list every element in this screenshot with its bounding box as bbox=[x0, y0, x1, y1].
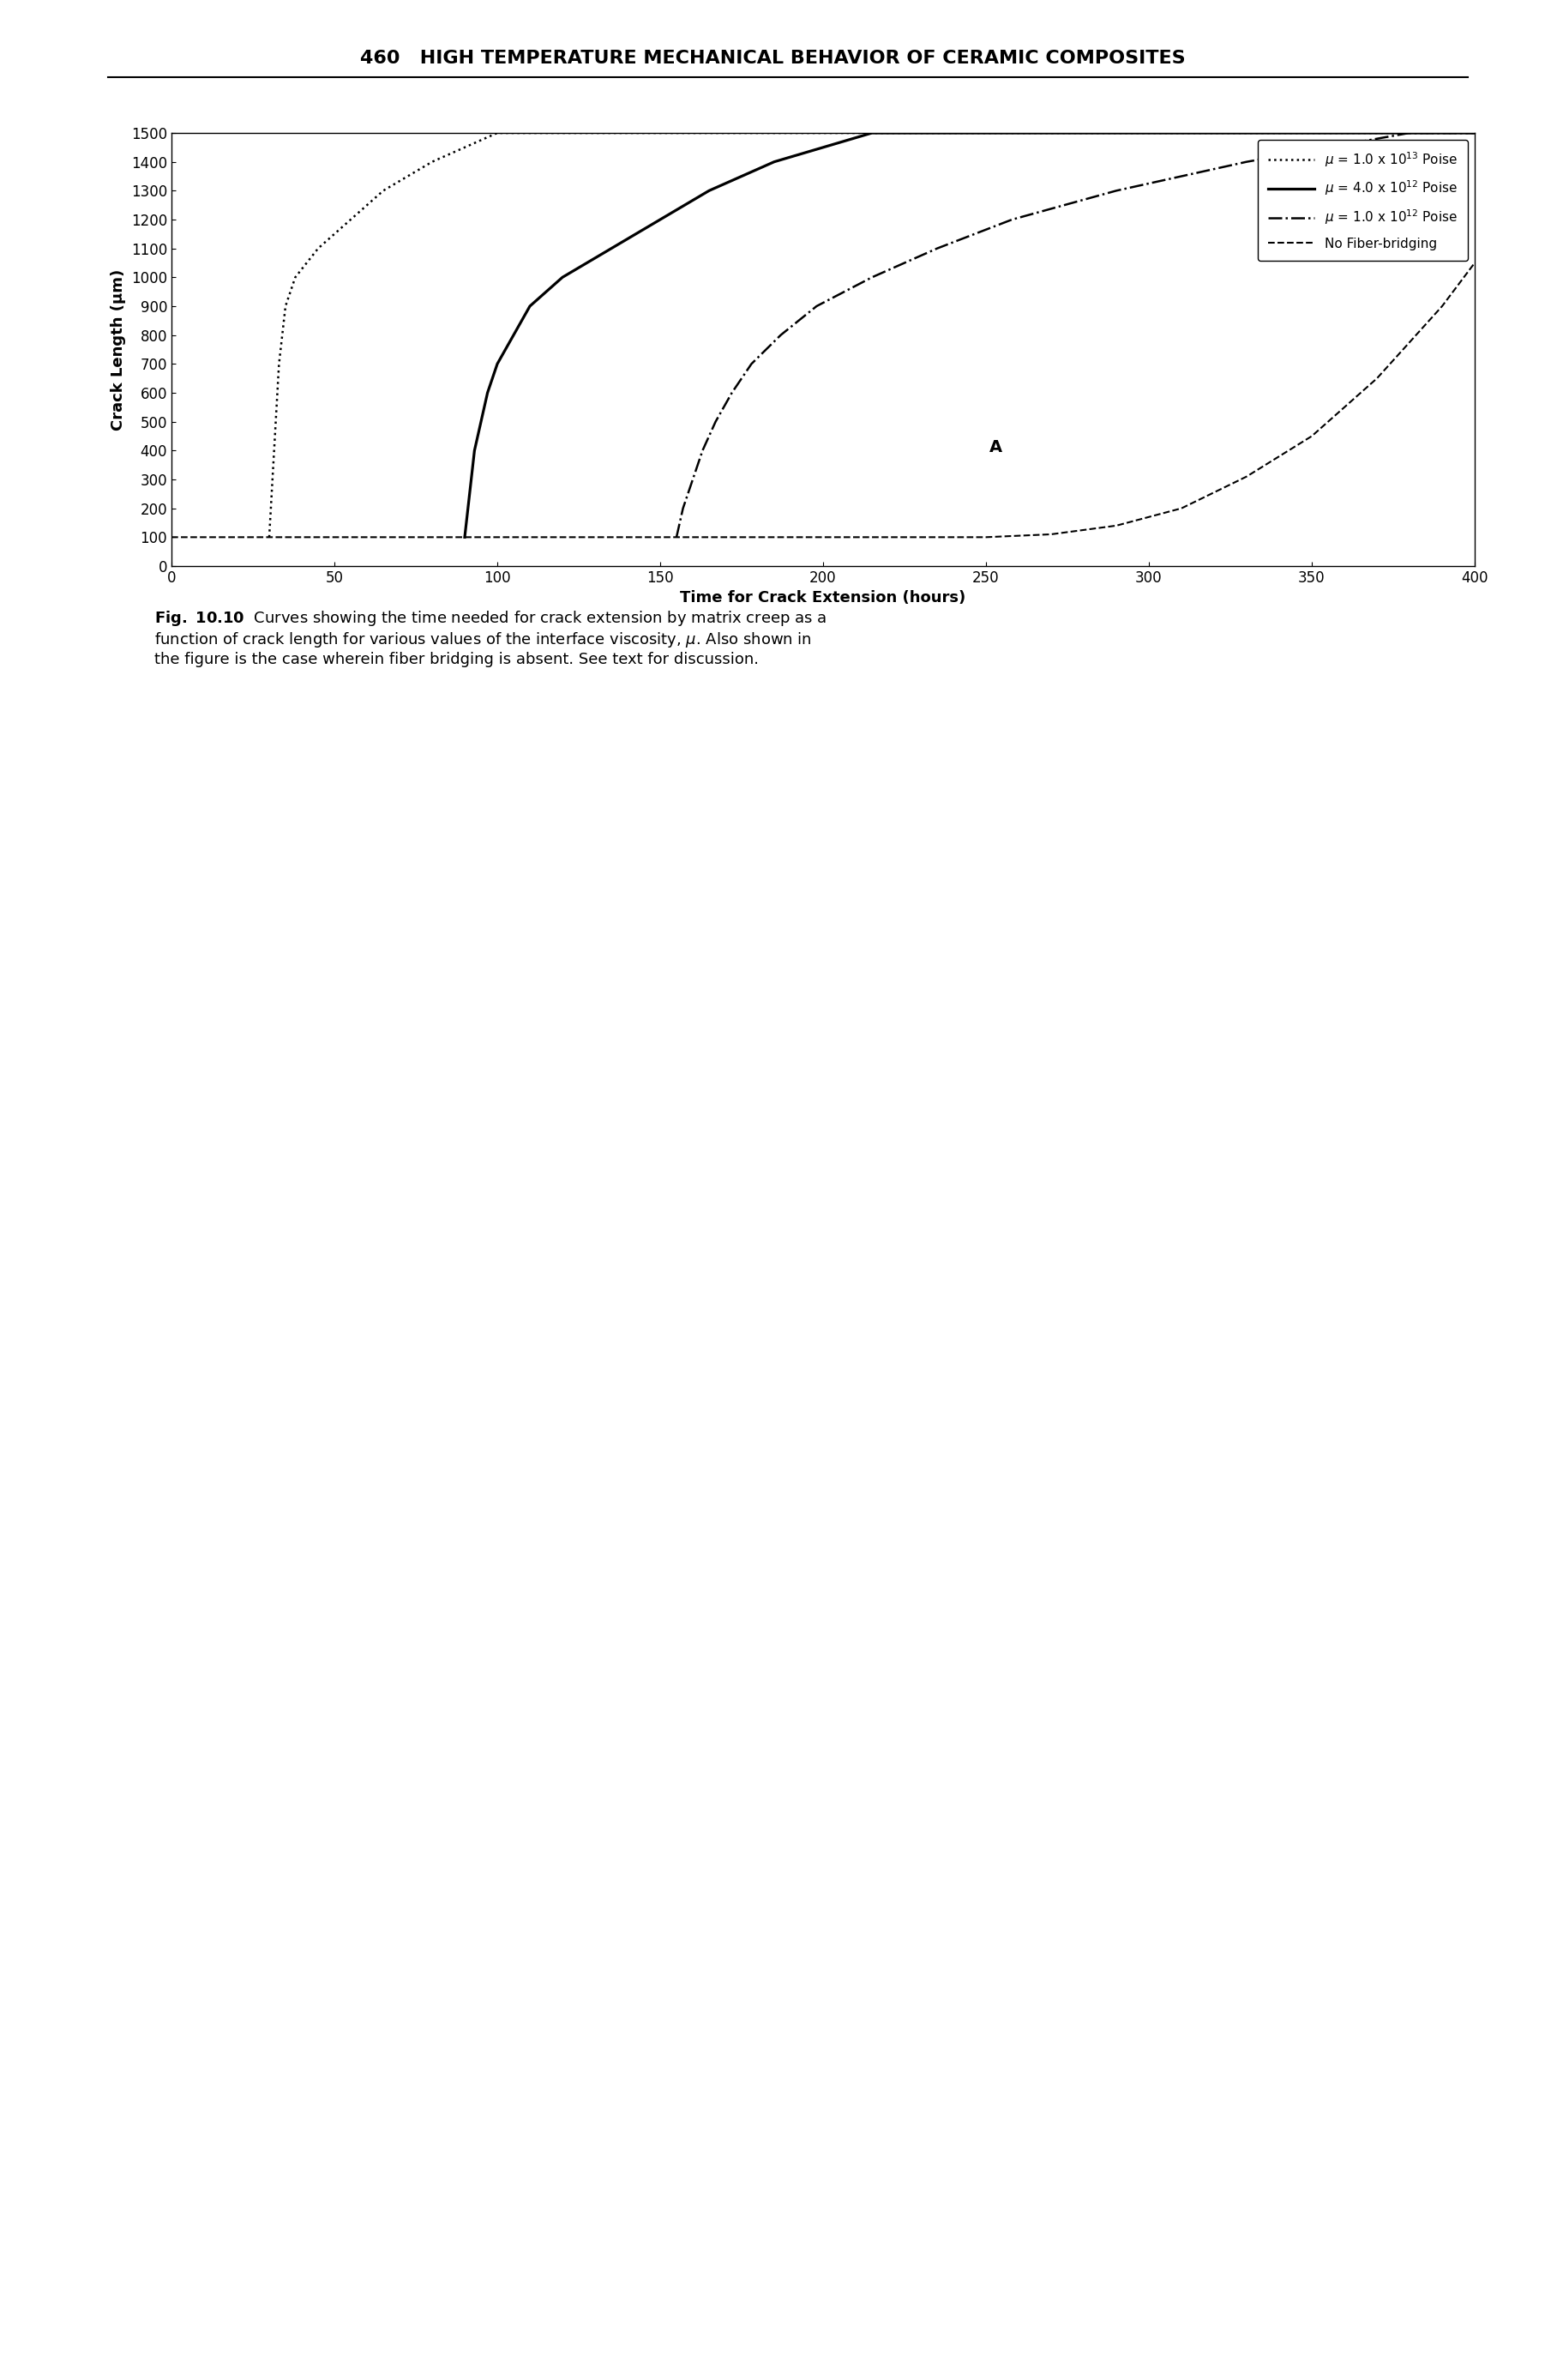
$\mu$ = 1.0 x 10$^{13}$ Poise bbox=[269, 378, 287, 407]
$\mu$ = 1.0 x 10$^{13}$ Poise bbox=[270, 350, 289, 378]
Text: 460   HIGH TEMPERATURE MECHANICAL BEHAVIOR OF CERAMIC COMPOSITES: 460 HIGH TEMPERATURE MECHANICAL BEHAVIOR… bbox=[360, 50, 1185, 67]
$\mu$ = 4.0 x 10$^{12}$ Poise bbox=[1108, 119, 1126, 148]
$\mu$ = 4.0 x 10$^{12}$ Poise bbox=[650, 205, 669, 233]
$\mu$ = 4.0 x 10$^{12}$ Poise bbox=[479, 378, 497, 407]
Legend: $\mu$ = 1.0 x 10$^{13}$ Poise, $\mu$ = 4.0 x 10$^{12}$ Poise, $\mu$ = 1.0 x 10$^: $\mu$ = 1.0 x 10$^{13}$ Poise, $\mu$ = 4… bbox=[1258, 140, 1468, 259]
$\mu$ = 1.0 x 10$^{13}$ Poise bbox=[1465, 119, 1483, 148]
No Fiber-bridging bbox=[1041, 519, 1060, 547]
No Fiber-bridging bbox=[976, 524, 995, 552]
Text: A: A bbox=[989, 440, 1003, 457]
No Fiber-bridging bbox=[488, 524, 507, 552]
$\mu$ = 1.0 x 10$^{12}$ Poise bbox=[742, 350, 760, 378]
No Fiber-bridging bbox=[1108, 512, 1126, 540]
$\mu$ = 1.0 x 10$^{12}$ Poise bbox=[694, 436, 712, 464]
No Fiber-bridging bbox=[1367, 364, 1386, 393]
$\mu$ = 4.0 x 10$^{12}$ Poise bbox=[976, 119, 995, 148]
No Fiber-bridging bbox=[1432, 293, 1451, 321]
$\mu$ = 1.0 x 10$^{12}$ Poise bbox=[1400, 119, 1418, 148]
$\mu$ = 1.0 x 10$^{12}$ Poise bbox=[723, 378, 742, 407]
$\mu$ = 1.0 x 10$^{12}$ Poise bbox=[771, 321, 789, 350]
No Fiber-bridging bbox=[1238, 462, 1256, 490]
$\mu$ = 1.0 x 10$^{13}$ Poise bbox=[286, 264, 304, 293]
$\mu$ = 1.0 x 10$^{13}$ Poise bbox=[814, 119, 833, 148]
$\mu$ = 1.0 x 10$^{12}$ Poise bbox=[929, 233, 947, 262]
Line: $\mu$ = 4.0 x 10$^{12}$ Poise: $\mu$ = 4.0 x 10$^{12}$ Poise bbox=[465, 133, 1474, 538]
$\mu$ = 1.0 x 10$^{12}$ Poise bbox=[683, 464, 701, 493]
No Fiber-bridging bbox=[1173, 495, 1191, 524]
Y-axis label: Crack Length (μm): Crack Length (μm) bbox=[111, 269, 127, 431]
$\mu$ = 4.0 x 10$^{12}$ Poise bbox=[700, 176, 718, 205]
$\mu$ = 4.0 x 10$^{12}$ Poise bbox=[465, 436, 484, 464]
$\mu$ = 1.0 x 10$^{13}$ Poise bbox=[264, 436, 283, 464]
$\mu$ = 1.0 x 10$^{13}$ Poise bbox=[277, 293, 295, 321]
$\mu$ = 1.0 x 10$^{13}$ Poise bbox=[263, 464, 281, 493]
$\mu$ = 1.0 x 10$^{13}$ Poise bbox=[488, 119, 507, 148]
$\mu$ = 4.0 x 10$^{12}$ Poise bbox=[456, 524, 474, 552]
$\mu$ = 1.0 x 10$^{12}$ Poise bbox=[1465, 119, 1483, 148]
$\mu$ = 4.0 x 10$^{12}$ Poise bbox=[504, 321, 522, 350]
$\mu$ = 4.0 x 10$^{12}$ Poise bbox=[765, 148, 783, 176]
Text: $\bf{Fig.\ 10.10}$  Curves showing the time needed for crack extension by matrix: $\bf{Fig.\ 10.10}$ Curves showing the ti… bbox=[155, 609, 827, 666]
$\mu$ = 1.0 x 10$^{12}$ Poise bbox=[674, 495, 692, 524]
No Fiber-bridging bbox=[650, 524, 669, 552]
$\mu$ = 4.0 x 10$^{12}$ Poise bbox=[603, 233, 621, 262]
$\mu$ = 4.0 x 10$^{12}$ Poise bbox=[862, 119, 881, 148]
$\mu$ = 1.0 x 10$^{13}$ Poise bbox=[423, 148, 442, 176]
Line: $\mu$ = 1.0 x 10$^{12}$ Poise: $\mu$ = 1.0 x 10$^{12}$ Poise bbox=[677, 133, 1474, 538]
$\mu$ = 1.0 x 10$^{13}$ Poise bbox=[683, 119, 701, 148]
$\mu$ = 1.0 x 10$^{13}$ Poise bbox=[374, 176, 392, 205]
$\mu$ = 4.0 x 10$^{12}$ Poise bbox=[459, 495, 477, 524]
$\mu$ = 1.0 x 10$^{12}$ Poise bbox=[862, 264, 881, 293]
$\mu$ = 4.0 x 10$^{12}$ Poise bbox=[488, 350, 507, 378]
$\mu$ = 1.0 x 10$^{13}$ Poise bbox=[1302, 119, 1321, 148]
$\mu$ = 4.0 x 10$^{12}$ Poise bbox=[471, 407, 490, 436]
$\mu$ = 1.0 x 10$^{13}$ Poise bbox=[273, 321, 292, 350]
No Fiber-bridging bbox=[814, 524, 833, 552]
No Fiber-bridging bbox=[1465, 248, 1483, 276]
$\mu$ = 1.0 x 10$^{12}$ Poise bbox=[1003, 205, 1021, 233]
$\mu$ = 1.0 x 10$^{13}$ Poise bbox=[266, 407, 284, 436]
No Fiber-bridging bbox=[1302, 421, 1321, 450]
$\mu$ = 1.0 x 10$^{13}$ Poise bbox=[586, 119, 604, 148]
$\mu$ = 1.0 x 10$^{13}$ Poise bbox=[261, 495, 280, 524]
$\mu$ = 1.0 x 10$^{12}$ Poise bbox=[667, 524, 686, 552]
$\mu$ = 1.0 x 10$^{13}$ Poise bbox=[341, 205, 360, 233]
No Fiber-bridging bbox=[162, 524, 181, 552]
$\mu$ = 4.0 x 10$^{12}$ Poise bbox=[553, 264, 572, 293]
$\mu$ = 1.0 x 10$^{13}$ Poise bbox=[976, 119, 995, 148]
$\mu$ = 1.0 x 10$^{12}$ Poise bbox=[1238, 148, 1256, 176]
$\mu$ = 4.0 x 10$^{12}$ Poise bbox=[1270, 119, 1289, 148]
Line: No Fiber-bridging: No Fiber-bridging bbox=[171, 262, 1474, 538]
$\mu$ = 1.0 x 10$^{12}$ Poise bbox=[706, 407, 725, 436]
$\mu$ = 1.0 x 10$^{12}$ Poise bbox=[808, 293, 827, 321]
$\mu$ = 4.0 x 10$^{12}$ Poise bbox=[1465, 119, 1483, 148]
X-axis label: Time for Crack Extension (hours): Time for Crack Extension (hours) bbox=[680, 590, 966, 607]
$\mu$ = 1.0 x 10$^{13}$ Poise bbox=[1140, 119, 1159, 148]
$\mu$ = 1.0 x 10$^{12}$ Poise bbox=[1108, 176, 1126, 205]
$\mu$ = 4.0 x 10$^{12}$ Poise bbox=[521, 293, 539, 321]
$\mu$ = 4.0 x 10$^{12}$ Poise bbox=[462, 464, 480, 493]
No Fiber-bridging bbox=[324, 524, 343, 552]
$\mu$ = 1.0 x 10$^{13}$ Poise bbox=[309, 233, 328, 262]
Line: $\mu$ = 1.0 x 10$^{13}$ Poise: $\mu$ = 1.0 x 10$^{13}$ Poise bbox=[269, 133, 1474, 538]
$\mu$ = 1.0 x 10$^{13}$ Poise bbox=[260, 524, 278, 552]
